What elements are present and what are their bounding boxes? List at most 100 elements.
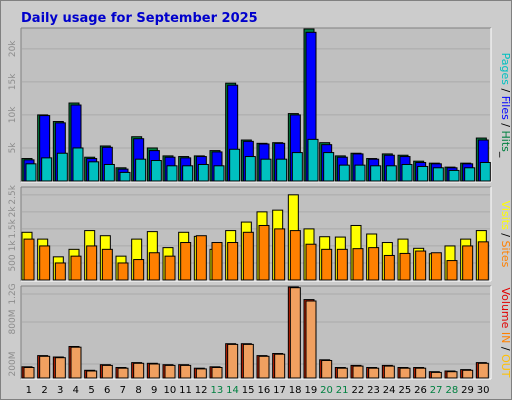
y-tick-label: 200M [8, 352, 18, 377]
bar-pages-day-4 [72, 147, 84, 182]
bar-sites-day-28 [446, 260, 458, 281]
y-tick-label: 5k [8, 142, 18, 154]
bar-pages-day-1 [25, 163, 37, 182]
bar-sites-day-9 [148, 252, 160, 281]
bar-in-day-22 [352, 365, 364, 379]
bar-in-day-17 [274, 353, 286, 379]
bar-pages-day-14 [229, 148, 241, 182]
bar-sites-day-23 [368, 247, 380, 281]
bar-in-day-18 [289, 287, 301, 379]
day-label-18: 18 [289, 385, 302, 396]
bar-in-day-16 [258, 355, 270, 379]
day-label-20: 20 [320, 385, 333, 396]
bar-sites-day-3 [54, 262, 66, 281]
day-label-1: 1 [26, 385, 32, 396]
bar-pages-day-10 [166, 165, 178, 182]
bar-in-day-9 [148, 363, 160, 379]
bar-pages-day-11 [182, 165, 194, 182]
day-label-25: 25 [398, 385, 411, 396]
bar-in-day-25 [399, 367, 411, 379]
bar-sites-day-30 [477, 241, 489, 281]
bar-in-day-6 [101, 364, 113, 379]
bar-pages-day-23 [370, 165, 382, 182]
legend-text: / [499, 343, 512, 354]
bar-sites-day-27 [430, 252, 442, 281]
bar-in-day-12 [195, 368, 207, 379]
bar-in-day-15 [242, 343, 254, 379]
bar-sites-day-5 [86, 245, 98, 281]
y-tick-label: 2.5k [8, 184, 18, 204]
bar-sites-day-11 [180, 242, 192, 281]
day-label-10: 10 [163, 385, 176, 396]
bar-in-day-19 [305, 300, 317, 379]
bar-sites-day-26 [415, 250, 427, 281]
plot-area-pages-files-hits [21, 28, 491, 182]
bar-sites-day-19 [305, 243, 317, 281]
bar-in-day-1 [23, 367, 35, 379]
bar-in-day-26 [415, 367, 427, 379]
bar-in-day-20 [321, 360, 333, 379]
plot-area-volume-in-out [21, 286, 491, 379]
bar-pages-day-8 [135, 158, 147, 182]
day-label-7: 7 [120, 385, 126, 396]
y-tick-label: 1.2G [8, 283, 18, 304]
bar-sites-day-20 [321, 248, 333, 281]
day-label-24: 24 [383, 385, 396, 396]
bar-sites-day-25 [399, 252, 411, 281]
bar-pages-day-6 [103, 163, 115, 182]
bar-sites-day-18 [289, 230, 301, 281]
bar-pages-day-24 [385, 165, 397, 182]
bar-pages-day-22 [354, 164, 366, 182]
bar-in-day-10 [164, 364, 176, 379]
bar-sites-day-15 [242, 231, 254, 281]
legend-text: Visits [499, 201, 512, 230]
bar-in-day-11 [180, 364, 192, 379]
legend-text: Files [499, 96, 512, 120]
bar-pages-day-7 [119, 171, 131, 182]
y-tick-label: 500 [8, 254, 18, 271]
legend-text: OUT [499, 354, 512, 378]
y-tick-label: 1.5k [8, 218, 18, 238]
day-label-2: 2 [41, 385, 47, 396]
plot-area-visits-sites [21, 187, 491, 281]
bar-in-day-2 [39, 355, 51, 379]
bar-in-day-7 [117, 367, 129, 379]
y-tick-label: 1k [8, 240, 18, 252]
day-label-14: 14 [226, 385, 239, 396]
bar-in-day-30 [477, 362, 489, 379]
day-label-4: 4 [73, 385, 79, 396]
axis-legend-volume-in-out: Volume IN / OUT [499, 287, 512, 377]
y-tick-label: 2k [8, 206, 18, 218]
bar-in-day-27 [430, 371, 442, 379]
bar-in-day-21 [336, 367, 348, 379]
day-label-13: 13 [210, 385, 223, 396]
legend-text: / [499, 120, 512, 131]
bar-pages-day-9 [150, 160, 162, 182]
y-tick-label: 20k [8, 40, 18, 57]
day-label-29: 29 [461, 385, 474, 396]
day-label-16: 16 [257, 385, 270, 396]
legend-text: Volume [499, 287, 512, 328]
day-label-5: 5 [88, 385, 94, 396]
bar-pages-day-18 [291, 152, 303, 182]
day-label-23: 23 [367, 385, 380, 396]
bar-pages-day-3 [56, 152, 68, 182]
y-tick-label: 10k [8, 106, 18, 123]
bar-sites-day-29 [462, 245, 474, 281]
day-label-19: 19 [304, 385, 317, 396]
day-label-8: 8 [135, 385, 141, 396]
bar-pages-day-15 [244, 156, 256, 182]
bar-in-day-14 [227, 343, 239, 379]
legend-text: / [499, 85, 512, 96]
day-label-12: 12 [195, 385, 208, 396]
day-label-6: 6 [104, 385, 110, 396]
bar-sites-day-24 [383, 254, 395, 281]
axis-legend-visits-sites: Visits / Sites [499, 201, 512, 268]
bar-in-day-5 [86, 370, 98, 379]
y-tick-label: 800M [8, 310, 18, 335]
day-label-27: 27 [430, 385, 443, 396]
bar-pages-day-21 [338, 164, 350, 182]
bar-sites-day-22 [352, 248, 364, 281]
